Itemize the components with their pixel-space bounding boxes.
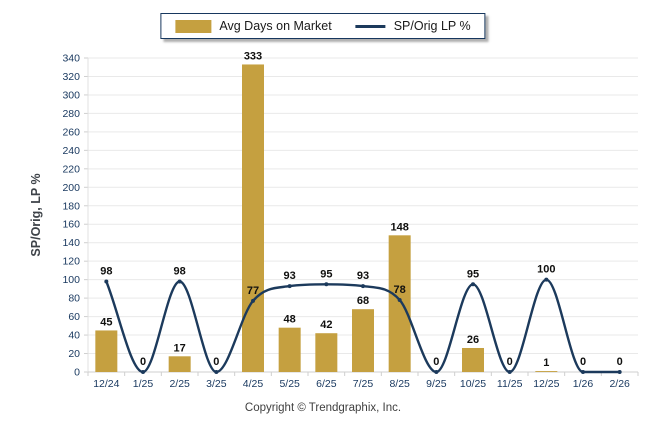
legend-item-avg-days: Avg Days on Market (175, 19, 332, 33)
legend-label-sp-orig-lp: SP/Orig LP % (393, 19, 471, 33)
x-tick-label: 11/25 (497, 378, 523, 390)
line-value-label: 93 (284, 270, 296, 282)
x-tick-label: 3/25 (206, 378, 227, 390)
line-value-label: 98 (100, 265, 112, 277)
bar (462, 347, 484, 372)
y-tick-label: 220 (62, 163, 80, 175)
chart-svg: 0204060801001201401601802002202402602803… (62, 50, 639, 390)
line-point-marker (507, 370, 512, 374)
bar-value-label: 333 (244, 50, 262, 62)
line-point-marker (581, 370, 585, 374)
line-value-label: 78 (394, 284, 406, 296)
legend-item-sp-orig-lp: SP/Orig LP % (355, 19, 471, 33)
x-tick-label: 1/26 (573, 378, 594, 390)
line-value-label: 100 (537, 264, 555, 276)
bar-value-label: 48 (284, 314, 296, 326)
copyright-text: Copyright © Trendgraphix, Inc. (244, 402, 402, 414)
y-tick-label: 120 (62, 256, 80, 268)
line-point-marker (251, 298, 255, 303)
line-point-marker (361, 284, 365, 289)
line-point-marker (141, 370, 145, 374)
y-tick-label: 80 (68, 293, 80, 305)
bar (535, 371, 558, 372)
bar (168, 356, 191, 372)
bar-value-label: 68 (357, 295, 369, 307)
line-point-marker (397, 297, 402, 302)
line-value-label: 95 (320, 268, 332, 280)
line-value-label: 0 (617, 356, 623, 368)
x-tick-label: 10/25 (460, 378, 486, 390)
bar (95, 330, 118, 372)
y-tick-label: 180 (62, 200, 80, 212)
x-tick-label: 7/25 (353, 378, 374, 390)
line-value-label: 0 (140, 356, 146, 368)
legend-label-avg-days: Avg Days on Market (219, 19, 332, 33)
y-tick-label: 280 (62, 108, 80, 120)
legend: Avg Days on Market SP/Orig LP % (160, 13, 486, 39)
x-tick-label: 1/25 (133, 378, 154, 390)
line-point-marker (104, 279, 109, 284)
x-tick-label: 12/24 (93, 378, 119, 390)
line-value-label: 98 (174, 265, 186, 277)
bar (278, 327, 301, 372)
line-value-label: 93 (357, 270, 369, 282)
line-value-label: 0 (580, 356, 586, 368)
line-point-marker (617, 370, 622, 374)
bar-value-label: 42 (320, 319, 332, 331)
line-value-label: 77 (247, 285, 259, 297)
line-point-marker (324, 282, 329, 287)
bar (352, 309, 374, 372)
line-point-marker (434, 370, 439, 374)
y-tick-label: 60 (68, 311, 80, 323)
bar (315, 333, 338, 372)
bar-value-label: 148 (390, 221, 408, 233)
line-value-label: 0 (507, 356, 513, 368)
y-tick-label: 20 (68, 348, 80, 360)
x-tick-label: 6/25 (316, 378, 337, 390)
x-tick-label: 4/25 (243, 378, 264, 390)
line-point-marker (177, 279, 182, 284)
line-point-marker (287, 284, 292, 289)
y-tick-label: 200 (62, 182, 80, 194)
y-tick-label: 340 (62, 53, 80, 65)
y-tick-label: 320 (62, 71, 80, 83)
y-tick-label: 300 (62, 89, 80, 101)
bar (388, 235, 411, 372)
y-tick-label: 140 (62, 237, 80, 249)
bar-value-label: 1 (543, 357, 549, 369)
x-tick-label: 12/25 (533, 378, 559, 390)
line-point-marker (544, 277, 549, 282)
x-tick-label: 8/25 (389, 378, 410, 390)
line-value-label: 0 (213, 356, 219, 368)
y-tick-label: 160 (62, 219, 80, 231)
bar-value-label: 26 (467, 334, 479, 346)
line-value-label: 0 (433, 356, 439, 368)
y-tick-label: 260 (62, 126, 80, 138)
y-tick-label: 100 (62, 274, 80, 286)
line-point-marker (214, 370, 219, 374)
y-tick-label: 240 (62, 145, 80, 157)
bar-value-label: 45 (100, 316, 112, 328)
x-tick-label: 2/25 (169, 378, 190, 390)
line-value-label: 95 (467, 268, 479, 280)
y-tick-label: 0 (74, 367, 80, 379)
y-tick-label: 40 (68, 330, 80, 342)
line-point-marker (471, 282, 475, 287)
bar-value-label: 17 (174, 342, 186, 354)
bar (242, 64, 264, 372)
x-tick-label: 9/25 (426, 378, 447, 390)
x-tick-label: 5/25 (279, 378, 300, 390)
bar-swatch-icon (175, 19, 212, 33)
line-swatch-icon (355, 24, 386, 28)
x-tick-label: 2/26 (609, 378, 630, 390)
